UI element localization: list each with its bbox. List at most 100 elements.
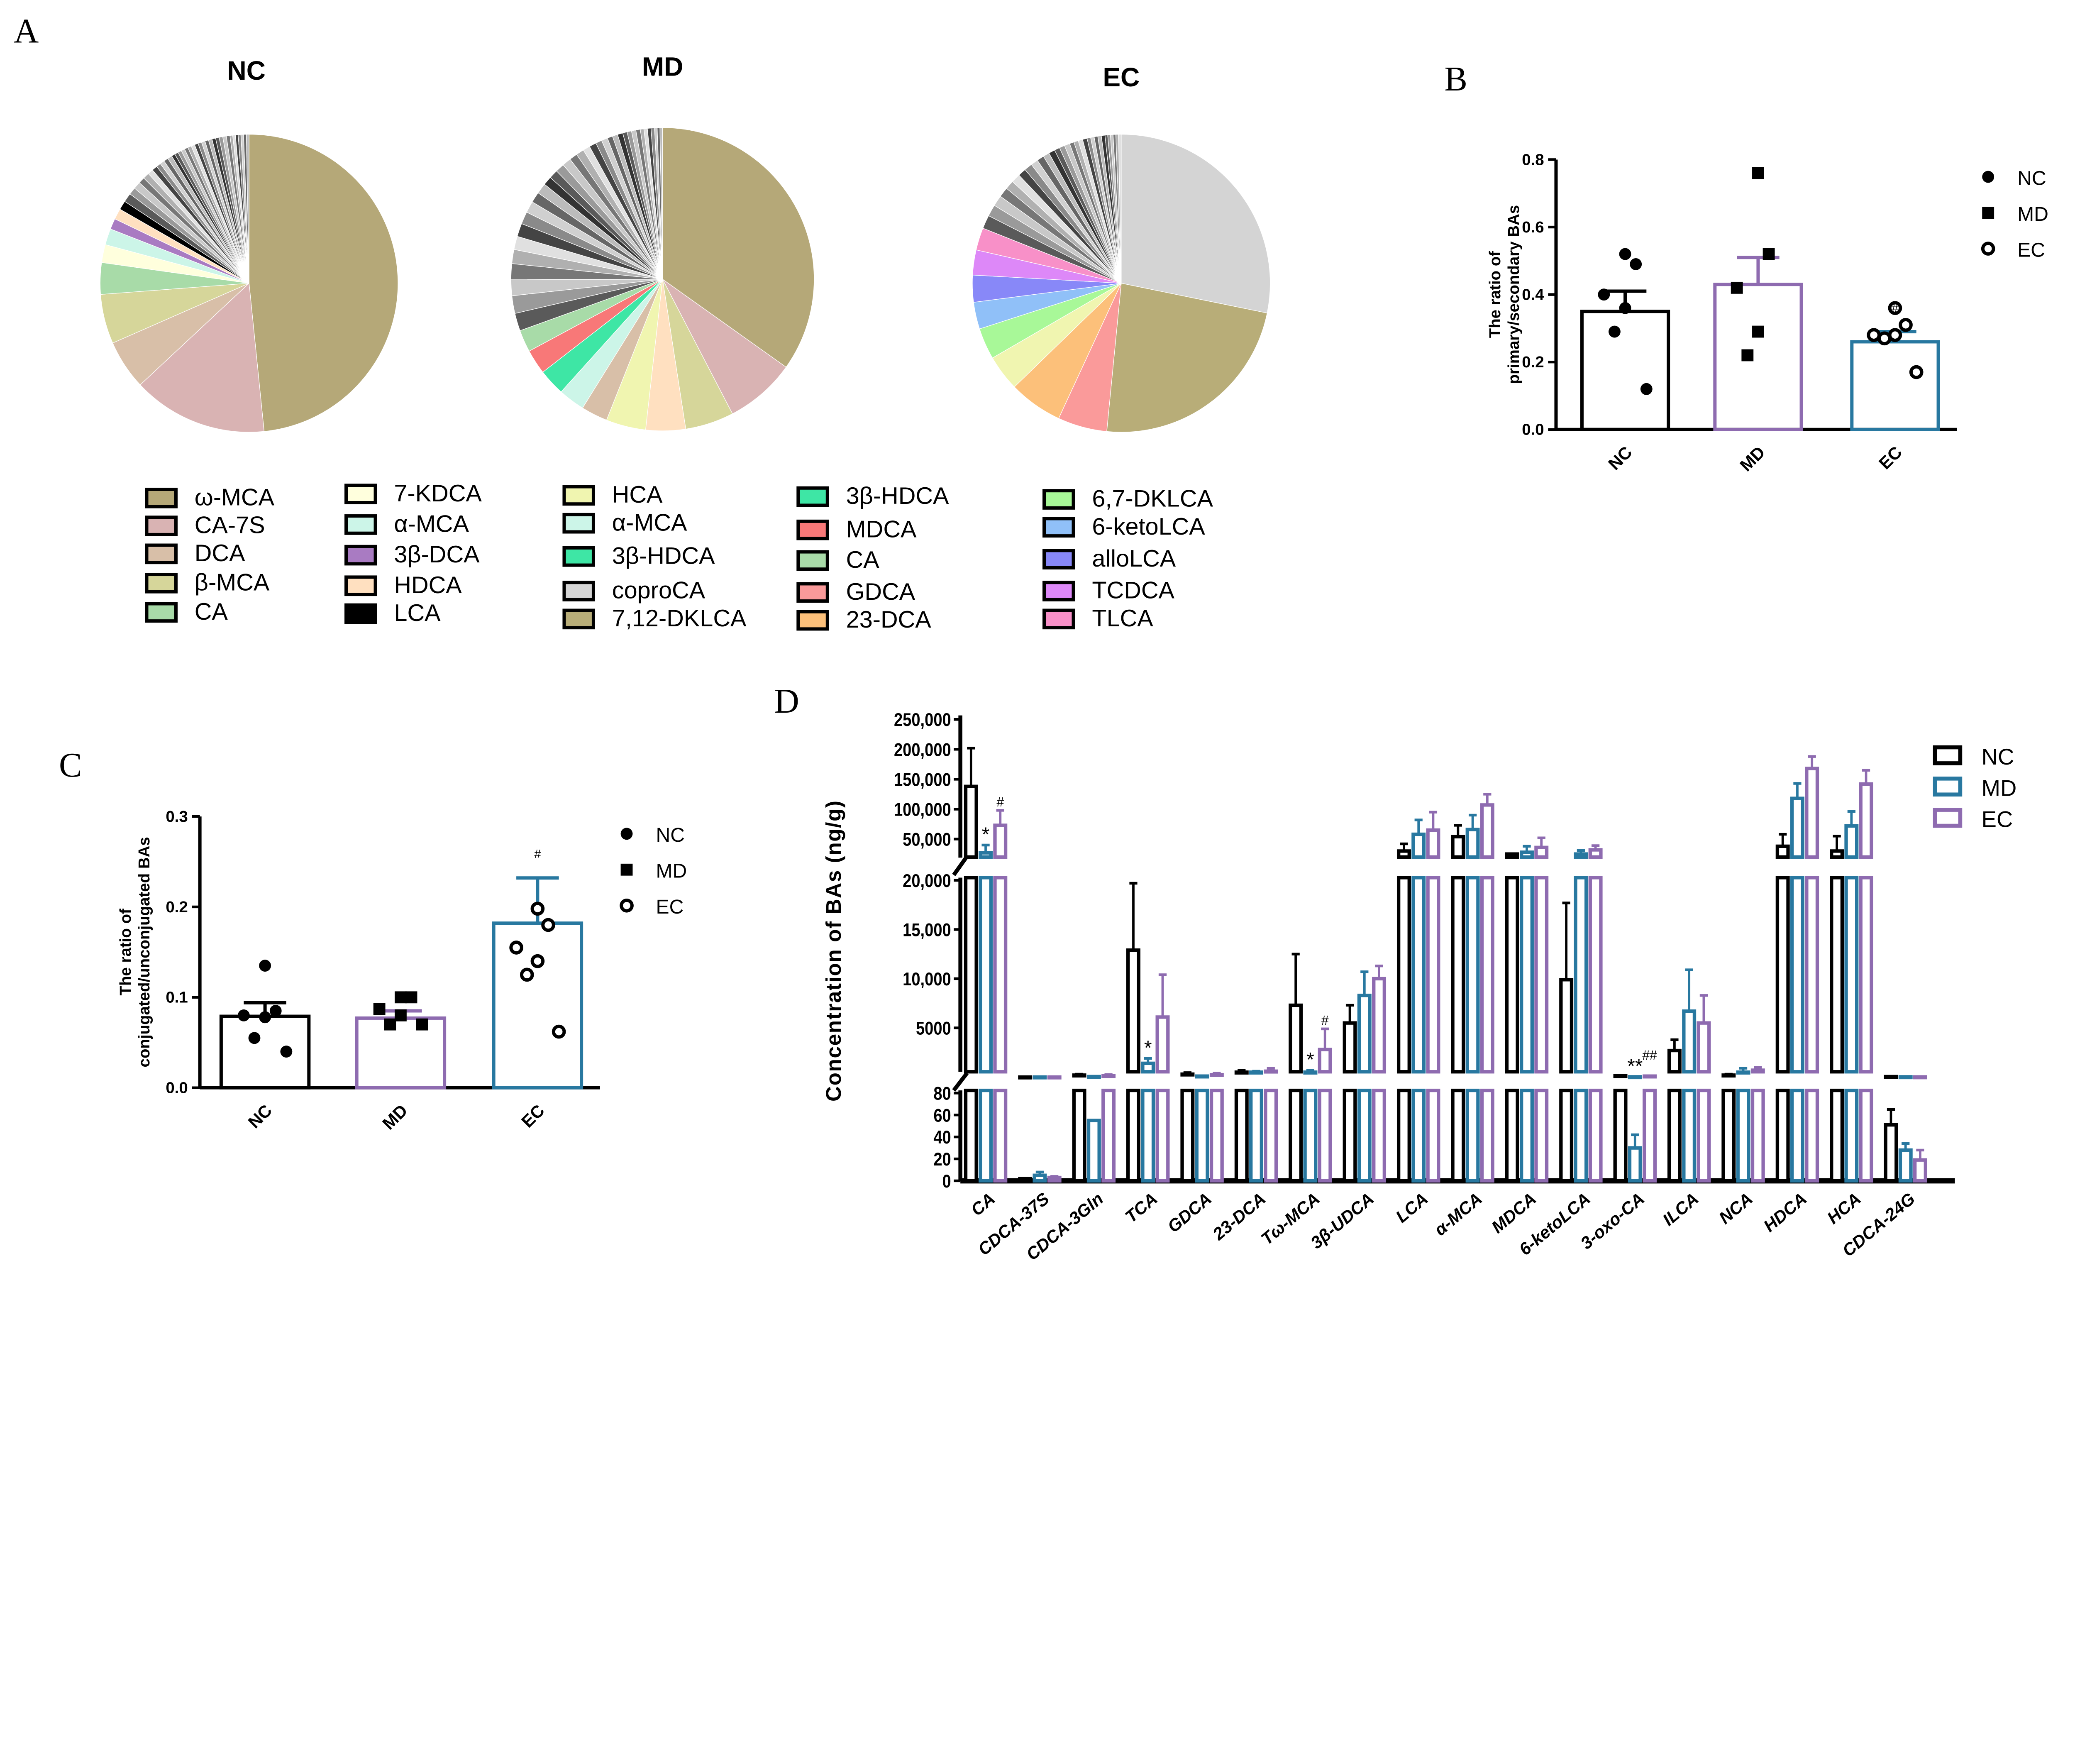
legend-item: TLCA (1042, 605, 1153, 632)
legend-label: α-MCA (394, 511, 469, 538)
legend-swatch (1042, 489, 1075, 510)
legend-label: 7,12-DKLCA (612, 605, 747, 632)
bar-md (1790, 796, 1804, 859)
legend-item: 6-ketoLCA (1042, 513, 1205, 540)
bar-ec (993, 823, 1008, 859)
bar-nc (1234, 1088, 1249, 1183)
significance-mark: * (1306, 1049, 1314, 1071)
legend-label: HCA (612, 481, 663, 508)
bar-md (1520, 876, 1534, 1074)
legend-swatch (562, 485, 595, 506)
bar-nc (1775, 844, 1790, 859)
legend-item: HCA (562, 481, 663, 508)
bar-nc (1505, 1088, 1519, 1183)
bar-ec (1534, 845, 1549, 859)
bar-md (1844, 824, 1859, 859)
bar-ec (1480, 803, 1494, 859)
bar-nc (1505, 876, 1519, 1074)
legend-item: ω-MCA (145, 484, 275, 511)
bar-md (1411, 832, 1426, 859)
pie-chart-md: MD (510, 52, 815, 431)
bar-ec (1426, 1088, 1440, 1183)
bar-nc (1775, 1088, 1790, 1183)
legend-label: ω-MCA (195, 484, 275, 511)
square-marker (405, 991, 417, 1004)
bar-ec (1480, 876, 1494, 1074)
bar-nc (1451, 876, 1465, 1074)
legend-item: NC (1982, 167, 2046, 189)
pie-charts-panel: NC MD EC (100, 52, 1271, 432)
bar-nc (1018, 1177, 1033, 1183)
bar-md (1790, 1088, 1804, 1183)
legend-label: MD (1982, 775, 2017, 801)
legend-label: LCA (394, 600, 441, 626)
y-axis-label-line: conjugated/unconjugated BAs (135, 837, 153, 1067)
circle-marker (259, 1011, 271, 1024)
open-circle-marker (530, 954, 545, 968)
bar-group-ec: # EC (492, 848, 583, 1131)
legend-label: HDCA (394, 572, 462, 599)
legend-swatch (1042, 581, 1075, 601)
legend-swatch (1933, 808, 1963, 828)
pie-slice (1014, 283, 1122, 419)
legend-swatch (562, 581, 595, 601)
bar-nc (1667, 1048, 1682, 1074)
bar-ec (1805, 876, 1819, 1074)
legend-item: CA (796, 547, 879, 573)
open-circle-marker (1888, 301, 1902, 315)
legend-label: 7-KDCA (394, 480, 482, 507)
legend-label: 3β-HDCA (846, 483, 949, 509)
circle-marker (248, 1032, 261, 1044)
bar-ec (1697, 1088, 1711, 1183)
bar-nc (1830, 876, 1844, 1074)
legend-swatch (1933, 745, 1963, 765)
legend-item: alloLCA (1042, 545, 1176, 572)
legend-swatch (1933, 776, 1963, 797)
y-axis-label-line: The ratio of (117, 909, 134, 995)
bar-md (1141, 1088, 1155, 1183)
legend-item: EC (620, 896, 684, 918)
legend-label: α-MCA (612, 509, 687, 536)
open-circle-marker (1899, 318, 1913, 332)
legend-swatch (562, 608, 595, 630)
bar-ec (1805, 767, 1819, 859)
bar (1713, 283, 1803, 431)
open-circle-marker (530, 902, 545, 916)
legend-item: 7-KDCA (344, 480, 482, 507)
y-tick-label: 10,000 (903, 968, 951, 990)
legend-swatch (145, 543, 178, 564)
legend-item: 7,12-DKLCA (562, 605, 747, 632)
y-axis-label: The ratio of conjugated/unconjugated BAs (117, 837, 153, 1067)
bar-ec (1588, 1088, 1603, 1183)
y-axis-label-line: primary/secondary BAs (1505, 205, 1523, 384)
legend-item-md: MD (1933, 775, 2017, 801)
bar (1580, 310, 1670, 431)
bar-nc (1289, 1003, 1303, 1074)
bar-md (1465, 1088, 1480, 1183)
square-marker (394, 1009, 407, 1021)
bar-ec (1697, 1021, 1711, 1074)
bar-group: HDCA (1760, 755, 1819, 1236)
legend-swatch (562, 546, 595, 567)
open-circle-marker (552, 1024, 566, 1039)
circle-marker (1598, 288, 1610, 301)
legend-item: TCDCA (1042, 577, 1174, 604)
legend-item-nc: NC (1933, 744, 2014, 770)
bar-nc (1343, 1088, 1357, 1183)
legend-label: TCDCA (1092, 577, 1174, 604)
bar-group: LCA (1392, 811, 1440, 1226)
legend-label: alloLCA (1092, 545, 1176, 572)
open-circle-marker (520, 968, 534, 982)
x-tick-label: ILCA (1659, 1189, 1702, 1229)
legend-label: MDCA (846, 516, 917, 542)
legend-item: MD (1982, 203, 2048, 225)
x-tick-label: CA (967, 1189, 998, 1220)
legend-item: 6,7-DKLCA (1042, 486, 1213, 512)
x-tick-label: α-MCA (1431, 1189, 1486, 1239)
panel-label-a: A (14, 12, 39, 51)
legend-item: GDCA (796, 579, 915, 605)
legend-label: CA (195, 599, 228, 625)
legend-item: CA-7S (145, 512, 265, 539)
bar-nc (1884, 1123, 1898, 1183)
bar-ec (1209, 1088, 1224, 1183)
